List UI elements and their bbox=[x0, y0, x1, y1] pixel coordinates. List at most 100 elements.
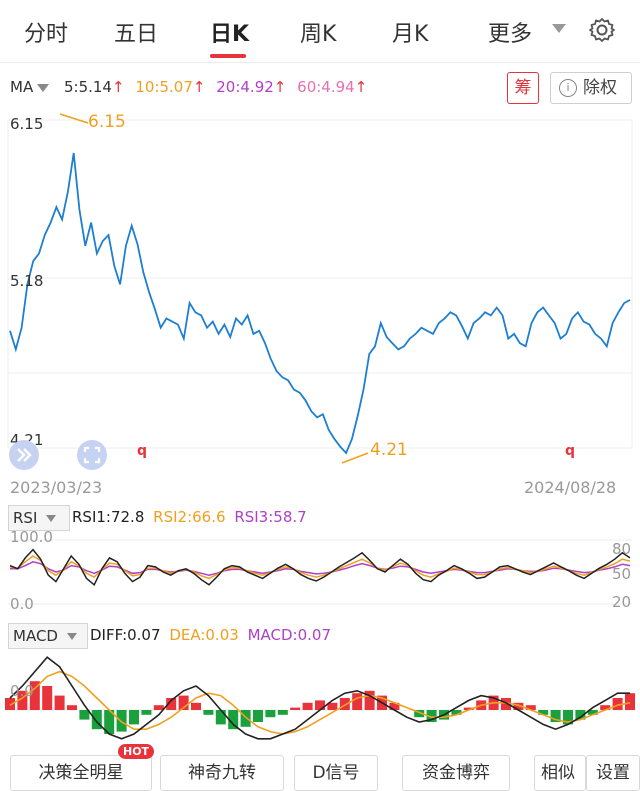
info-icon: i bbox=[559, 79, 577, 97]
macd-bar bbox=[265, 710, 276, 718]
high-price-annotation: 6.15 bbox=[88, 112, 126, 132]
macd-bar bbox=[538, 710, 549, 715]
macd-bar bbox=[352, 693, 363, 710]
macd-bar bbox=[104, 710, 115, 734]
dea-line bbox=[9, 670, 631, 735]
macd-bar bbox=[91, 710, 102, 730]
macd-bar bbox=[587, 710, 598, 715]
macd-bar bbox=[203, 710, 214, 715]
ex-rights-button[interactable]: i 除权 bbox=[550, 72, 632, 104]
tab-daily-k[interactable]: 日K bbox=[210, 22, 250, 47]
rsi2-line bbox=[9, 555, 631, 580]
end-date: 2024/08/28 bbox=[524, 478, 617, 497]
tab-more[interactable]: 更多 bbox=[488, 22, 533, 47]
dea-value: DEA:0.03 bbox=[169, 626, 239, 644]
macd-bar bbox=[42, 686, 53, 710]
ma-label[interactable]: MA bbox=[10, 78, 34, 96]
macd-bar bbox=[116, 710, 127, 732]
ma60-value: 60:4.94↑ bbox=[297, 78, 368, 96]
macd-bar bbox=[612, 698, 623, 710]
chip-distribution-button[interactable]: 筹 bbox=[507, 72, 539, 104]
macd-bar bbox=[29, 681, 40, 710]
caret-down-icon bbox=[46, 515, 57, 522]
expand-left-button[interactable] bbox=[9, 440, 39, 470]
fullscreen-button[interactable] bbox=[77, 440, 107, 470]
macd-bar bbox=[389, 702, 400, 710]
d-signal-button[interactable]: D信号 bbox=[294, 755, 378, 791]
tab-monthly-k[interactable]: 月K bbox=[392, 22, 429, 47]
macd-bar bbox=[550, 710, 561, 722]
price-axis-mid: 5.18 bbox=[10, 272, 44, 290]
caret-down-icon bbox=[66, 633, 77, 640]
rsi-axis-50: 50 bbox=[612, 565, 632, 583]
macd-bar bbox=[600, 705, 611, 710]
rsi2-value: RSI2:66.6 bbox=[153, 508, 226, 526]
macd-bar bbox=[451, 710, 462, 715]
macd-bar bbox=[17, 690, 28, 710]
macd-bar bbox=[277, 710, 288, 715]
settings-button[interactable]: 设置 bbox=[586, 755, 640, 791]
macd-bar bbox=[141, 710, 152, 715]
macd-axis-zero: 0.0 bbox=[10, 682, 34, 700]
rsi-legend: RSI1:72.8 RSI2:66.6 RSI3:58.7 bbox=[72, 508, 307, 526]
fund-game-button[interactable]: 资金博弈 bbox=[402, 755, 510, 791]
caret-down-icon[interactable] bbox=[37, 83, 50, 92]
price-line bbox=[9, 152, 631, 455]
ma-legend: MA 5:5.14↑ 10:5.07↑ 20:4.92↑ 60:4.94↑ bbox=[10, 78, 373, 100]
decision-all-star-button[interactable]: 决策全明星 bbox=[10, 755, 152, 791]
macd-bar bbox=[426, 710, 437, 722]
rsi3-value: RSI3:58.7 bbox=[234, 508, 307, 526]
rsi1-value: RSI1:72.8 bbox=[72, 508, 145, 526]
rsi-axis-bottom: 0.0 bbox=[10, 595, 34, 613]
rsi-selector[interactable]: RSI bbox=[8, 505, 70, 531]
ma10-value: 10:5.07↑ bbox=[135, 78, 206, 96]
macd-bar bbox=[513, 702, 524, 710]
tab-five-day[interactable]: 五日 bbox=[114, 22, 159, 47]
macd-bar bbox=[563, 710, 573, 725]
chevron-down-icon[interactable] bbox=[552, 24, 566, 33]
diff-value: DIFF:0.07 bbox=[90, 626, 161, 644]
magic-nine-turn-button[interactable]: 神奇九转 bbox=[160, 755, 284, 791]
tab-intraday[interactable]: 分时 bbox=[24, 22, 69, 47]
rsi1-line bbox=[9, 548, 631, 586]
low-pointer bbox=[341, 452, 369, 464]
macd-bar bbox=[191, 702, 201, 710]
macd-bar bbox=[625, 693, 635, 710]
start-date: 2023/03/23 bbox=[10, 478, 103, 497]
double-chevron-right-icon bbox=[17, 448, 32, 462]
similar-button[interactable]: 相似 bbox=[534, 755, 586, 791]
macd-bar bbox=[290, 707, 301, 710]
macd-bar bbox=[315, 700, 325, 710]
macd-selector[interactable]: MACD bbox=[8, 623, 88, 649]
rsi-chart[interactable] bbox=[0, 530, 640, 616]
rsi-axis-80: 80 bbox=[612, 540, 632, 558]
price-chart[interactable] bbox=[0, 108, 640, 498]
tab-weekly-k[interactable]: 周K bbox=[300, 22, 337, 47]
macd-value: MACD:0.07 bbox=[247, 626, 331, 644]
macd-bar bbox=[364, 690, 375, 710]
macd-bar bbox=[54, 695, 65, 710]
macd-histogram bbox=[5, 681, 635, 734]
macd-legend: DIFF:0.07 DEA:0.03 MACD:0.07 bbox=[90, 626, 331, 644]
macd-bar bbox=[166, 698, 177, 710]
ma20-value: 20:4.92↑ bbox=[216, 78, 287, 96]
ex-rights-label: 除权 bbox=[583, 78, 617, 98]
macd-chart[interactable] bbox=[0, 648, 640, 740]
gear-icon[interactable] bbox=[588, 16, 616, 44]
macd-bar bbox=[575, 710, 586, 720]
event-marker[interactable]: q bbox=[565, 443, 576, 459]
macd-bar bbox=[67, 705, 77, 710]
macd-bar bbox=[327, 702, 338, 710]
macd-bar bbox=[5, 698, 15, 710]
macd-bar bbox=[228, 710, 239, 730]
price-axis-top: 6.15 bbox=[10, 115, 44, 133]
event-marker[interactable]: q bbox=[137, 443, 148, 459]
macd-bar bbox=[153, 705, 164, 710]
macd-bar bbox=[253, 710, 263, 722]
macd-bar bbox=[79, 710, 90, 720]
macd-bar bbox=[240, 710, 251, 727]
macd-bar bbox=[525, 705, 536, 710]
low-price-annotation: 4.21 bbox=[370, 440, 408, 460]
diff-line bbox=[9, 656, 630, 740]
ma5-value: 5:5.14↑ bbox=[63, 78, 125, 96]
